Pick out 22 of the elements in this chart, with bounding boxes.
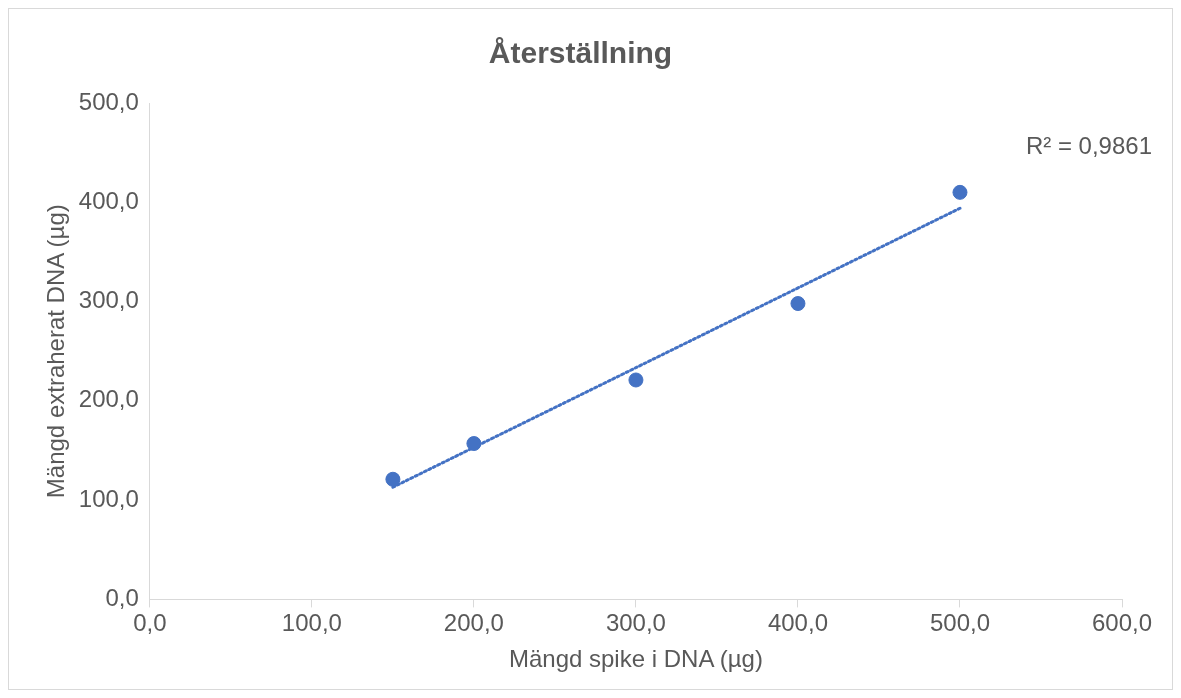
y-tick-label: 300,0 bbox=[78, 286, 139, 314]
y-axis-title: Mängd extraherat DNA (µg) bbox=[42, 204, 70, 499]
y-tick-label: 100,0 bbox=[78, 484, 139, 512]
annotation: R² = 0,9861 bbox=[1025, 131, 1152, 159]
point bbox=[790, 296, 806, 312]
y-tick-label: 0,0 bbox=[105, 584, 139, 612]
x-tick-label: 0,0 bbox=[133, 609, 167, 637]
point bbox=[385, 471, 401, 487]
x-axis-title: Mängd spike i DNA (µg) bbox=[508, 645, 763, 673]
x-tick-label: 500,0 bbox=[929, 609, 991, 637]
chart-title: Återställning bbox=[488, 36, 673, 70]
point bbox=[466, 436, 482, 452]
y-tick-label: 200,0 bbox=[78, 385, 139, 413]
point bbox=[952, 184, 968, 200]
x-tick-label: 600,0 bbox=[1091, 609, 1153, 637]
point bbox=[628, 372, 644, 388]
y-tick-label: 500,0 bbox=[78, 87, 139, 115]
x-tick-label: 200,0 bbox=[443, 609, 504, 637]
x-tick-label: 300,0 bbox=[605, 609, 666, 637]
x-tick-label: 100,0 bbox=[281, 609, 342, 637]
y-tick-label: 400,0 bbox=[78, 186, 139, 214]
x-tick-label: 400,0 bbox=[767, 609, 828, 637]
